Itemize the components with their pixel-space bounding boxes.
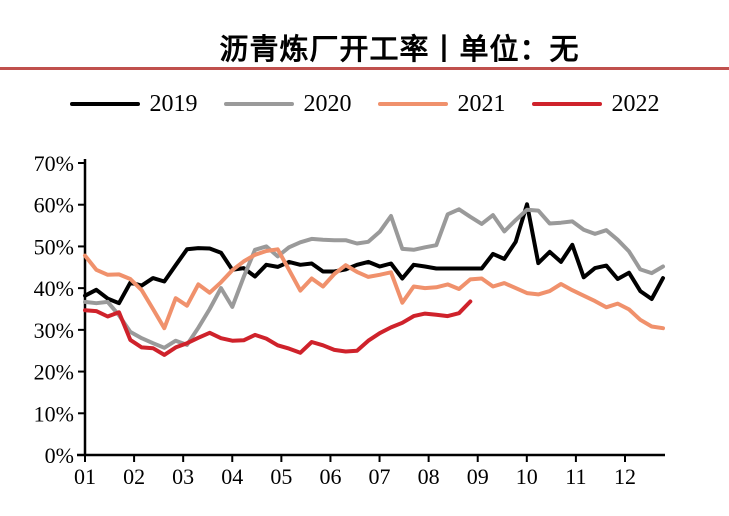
legend-swatch-2019 (69, 102, 140, 106)
x-axis-label: 10 (516, 464, 538, 489)
legend-item-2022: 2022 (531, 91, 660, 117)
y-axis-label: 70% (34, 151, 74, 176)
series-line-2020 (83, 207, 665, 350)
legend-label: 2019 (149, 91, 198, 117)
series-line-2022 (83, 299, 473, 357)
x-axis-label: 08 (418, 464, 440, 489)
x-axis-label: 11 (565, 464, 586, 489)
legend-label: 2021 (457, 91, 506, 117)
legend-swatch-2020 (223, 102, 294, 106)
y-axis-label: 20% (34, 360, 74, 385)
x-axis-label: 01 (74, 464, 96, 489)
y-axis-label: 40% (34, 276, 74, 301)
legend-swatch-2021 (377, 102, 448, 106)
x-axis-label: 06 (319, 464, 341, 489)
x-axis-label: 12 (614, 464, 636, 489)
legend-item-2019: 2019 (69, 91, 198, 117)
x-axis-label: 05 (270, 464, 292, 489)
legend-swatch-2022 (531, 102, 602, 106)
x-axis-label: 03 (172, 464, 194, 489)
series-line-2019 (83, 202, 665, 306)
legend-item-2020: 2020 (223, 91, 352, 117)
series-line-2021 (83, 247, 665, 331)
legend-label: 2020 (303, 91, 352, 117)
x-axis-label: 07 (369, 464, 391, 489)
legend-label: 2022 (611, 91, 660, 117)
x-axis-label: 02 (123, 464, 145, 489)
y-axis-label: 10% (34, 401, 74, 426)
x-axis-label: 04 (221, 464, 243, 489)
title-divider-rule (0, 67, 729, 70)
legend-item-2021: 2021 (377, 91, 506, 117)
chart-title: 沥青炼厂开工率丨单位：无 (219, 34, 580, 66)
chart-legend: 2019 2020 2021 2022 (0, 92, 729, 116)
y-axis-label: 60% (34, 193, 74, 218)
y-axis-label: 0% (45, 443, 74, 468)
y-axis-label: 30% (34, 318, 74, 343)
y-axis-label: 50% (34, 234, 74, 259)
x-axis-label: 09 (467, 464, 489, 489)
